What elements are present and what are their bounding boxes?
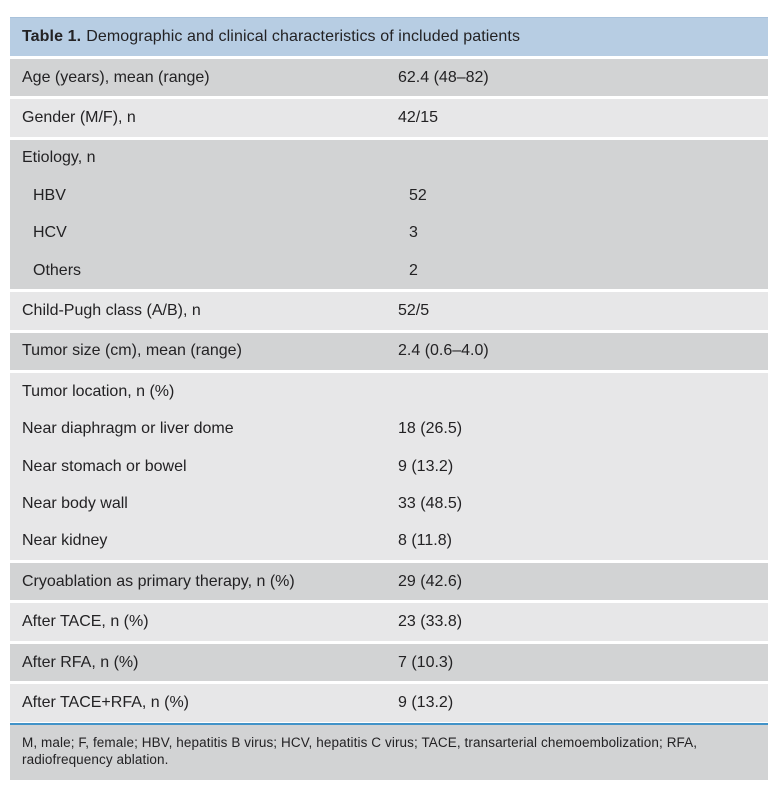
- row-value: 42/15: [398, 109, 439, 127]
- row-label: Gender (M/F), n: [22, 109, 136, 127]
- table-section: Age (years), mean (range) 62.4 (48–82): [10, 59, 768, 97]
- table-footnote: M, male; F, female; HBV, hepatitis B vir…: [10, 724, 768, 780]
- row-value: 62.4 (48–82): [398, 68, 489, 86]
- table-row: Etiology, n: [10, 140, 768, 177]
- row-label: Etiology, n: [22, 149, 96, 167]
- row-label: Tumor size (cm), mean (range): [22, 342, 242, 360]
- row-label: After TACE+RFA, n (%): [22, 693, 190, 711]
- table-row: HCV 3: [10, 215, 768, 252]
- table-row: After TACE, n (%) 23 (33.8): [10, 603, 768, 640]
- table-row: Child-Pugh class (A/B), n 52/5: [10, 292, 768, 329]
- row-label: Near stomach or bowel: [22, 457, 187, 475]
- row-value: 52: [409, 186, 427, 204]
- row-value: 23 (33.8): [398, 613, 463, 631]
- table-row: Cryoablation as primary therapy, n (%) 29…: [10, 563, 768, 600]
- row-value: 7 (10.3): [398, 653, 454, 671]
- table-1: Table 1. Demographic and clinical charac…: [10, 17, 768, 780]
- row-value: 18 (26.5): [398, 420, 463, 438]
- row-label: Age (years), mean (range): [22, 68, 210, 86]
- row-value: 9 (13.2): [398, 693, 454, 711]
- table-body: Age (years), mean (range) 62.4 (48–82) Gen…: [10, 59, 768, 722]
- table-section: After RFA, n (%) 7 (10.3): [10, 643, 768, 682]
- table-section: Cryoablation as primary therapy, n (%) 29…: [10, 563, 768, 601]
- row-value: 9 (13.2): [398, 457, 454, 475]
- table-section: Etiology, n HBV 52 HCV 3 Others 2: [10, 139, 768, 290]
- table-row: HBV 52: [10, 177, 768, 214]
- row-value: 8 (11.8): [398, 532, 452, 550]
- row-label: Near diaphragm or liver dome: [22, 420, 234, 438]
- table-row: After TACE+RFA, n (%) 9 (13.2): [10, 684, 768, 721]
- row-value: 52/5: [398, 302, 430, 320]
- table-section: Tumor location, n (%) Near diaphragm or l…: [10, 373, 768, 561]
- table-row: After RFA, n (%) 7 (10.3): [10, 644, 768, 681]
- divider-rule: [10, 722, 768, 725]
- row-value: 29 (42.6): [398, 572, 463, 590]
- table-row: Gender (M/F), n 42/15: [10, 99, 768, 136]
- table-row: Age (years), mean (range) 62.4 (48–82): [10, 59, 768, 96]
- table-row: Others 2: [10, 252, 768, 289]
- row-label: Tumor location, n (%): [22, 382, 175, 400]
- row-value: 3: [409, 224, 418, 242]
- row-label: HCV: [33, 224, 67, 242]
- row-label: After TACE, n (%): [22, 613, 149, 631]
- table-title-bar: Table 1. Demographic and clinical charac…: [10, 17, 768, 56]
- table-section: After TACE+RFA, n (%) 9 (13.2): [10, 684, 768, 722]
- row-label: HBV: [33, 186, 66, 204]
- table-section: After TACE, n (%) 23 (33.8): [10, 603, 768, 641]
- table-section: Child-Pugh class (A/B), n 52/5: [10, 292, 768, 330]
- table-row: Near stomach or bowel 9 (13.2): [10, 448, 768, 485]
- table-section: Gender (M/F), n 42/15: [10, 99, 768, 137]
- table-row: Tumor size (cm), mean (range) 2.4 (0.6–4.…: [10, 333, 768, 370]
- row-label: Child-Pugh class (A/B), n: [22, 302, 201, 320]
- table-row: Near kidney 8 (11.8): [10, 523, 768, 560]
- row-value: 33 (48.5): [398, 494, 463, 512]
- table-section: Tumor size (cm), mean (range) 2.4 (0.6–4.…: [10, 332, 768, 371]
- table-row: Near body wall 33 (48.5): [10, 485, 768, 522]
- row-value: 2: [409, 261, 418, 279]
- table-row: Tumor location, n (%): [10, 373, 768, 410]
- row-label: Cryoablation as primary therapy, n (%): [22, 572, 295, 590]
- row-label: Near kidney: [22, 532, 108, 550]
- row-label: Near body wall: [22, 494, 128, 512]
- row-label: Others: [33, 261, 82, 279]
- table-title-text: Demographic and clinical characteristics…: [86, 28, 521, 45]
- table-title-label: Table 1.: [22, 28, 82, 45]
- table-row: Near diaphragm or liver dome 18 (26.5): [10, 411, 768, 448]
- row-value: 2.4 (0.6–4.0): [398, 342, 489, 360]
- row-label: After RFA, n (%): [22, 653, 139, 671]
